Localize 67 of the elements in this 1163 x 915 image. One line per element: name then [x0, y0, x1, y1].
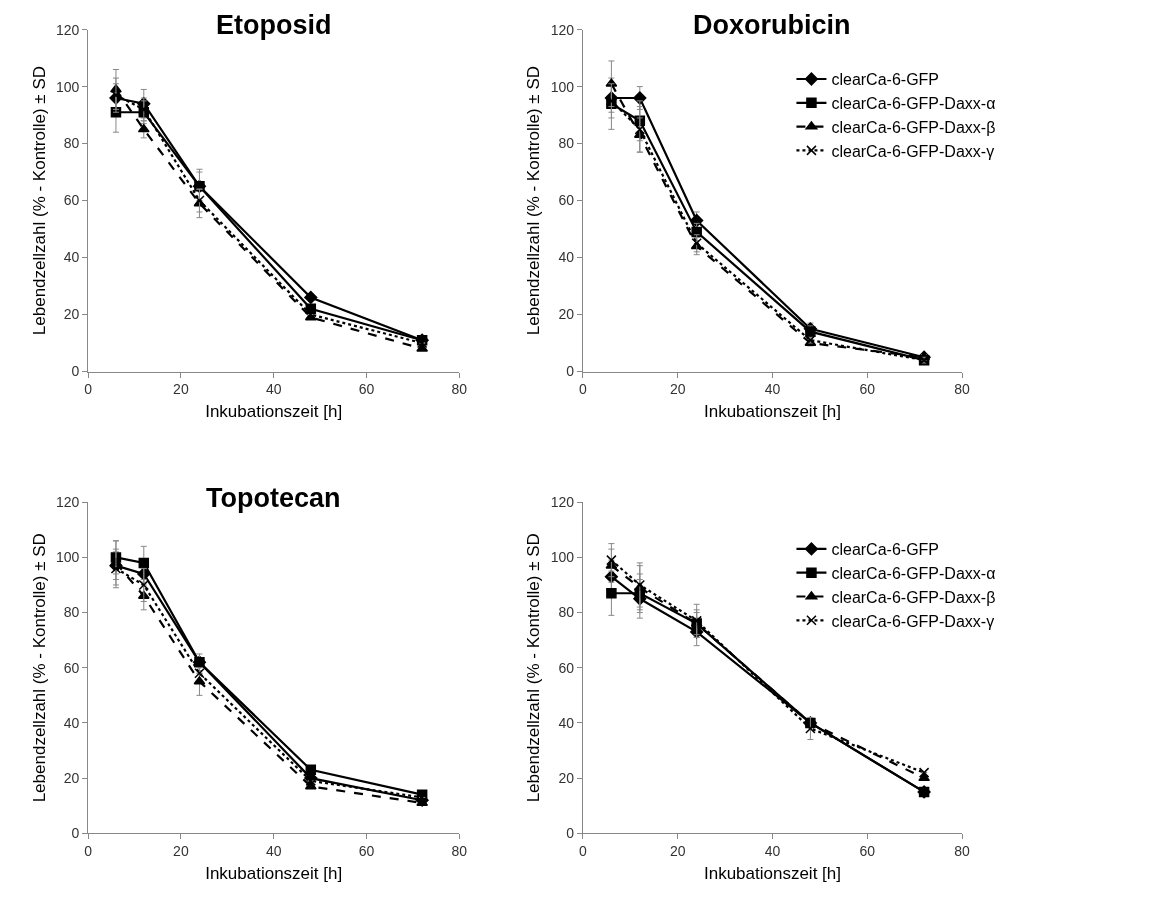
legend-label: clearCa-6-GFP — [831, 71, 940, 89]
x-tick-label: 0 — [579, 381, 588, 398]
y-tick-label: 40 — [558, 249, 575, 266]
y-tick-label: 20 — [558, 306, 575, 323]
y-tick-label: 0 — [566, 363, 575, 380]
chart-title: Etoposid — [216, 10, 332, 40]
x-tick-label: 0 — [84, 843, 93, 860]
y-tick-label: 40 — [63, 249, 80, 266]
y-axis-title: Lebendzellzahl (% - Kontrolle) ± SD — [524, 533, 544, 803]
x-tick-label: 20 — [173, 381, 189, 398]
x-axis-title: Inkubationszeit [h] — [205, 863, 343, 883]
y-axis-title: Lebendzellzahl (% - Kontrolle) ± SD — [29, 65, 49, 336]
y-tick-label: 100 — [55, 549, 80, 566]
legend-label: clearCa-6-GFP — [831, 541, 940, 559]
x-tick-label: 40 — [265, 381, 282, 398]
legend-label: clearCa-6-GFP-Daxx-β — [831, 118, 996, 136]
x-tick-label: 80 — [451, 843, 468, 860]
y-tick-label: 120 — [55, 21, 80, 38]
y-tick-label: 20 — [63, 306, 80, 323]
x-tick-label: 40 — [764, 843, 781, 860]
x-axis-title: Inkubationszeit [h] — [205, 401, 343, 421]
y-tick-label: 20 — [558, 770, 575, 787]
x-tick-label: 60 — [358, 381, 375, 398]
y-axis-title: Lebendzellzahl (% - Kontrolle) ± SD — [29, 533, 49, 803]
x-tick-label: 0 — [579, 843, 588, 860]
y-tick-label: 0 — [566, 825, 575, 842]
x-tick-label: 60 — [859, 843, 876, 860]
chart-title: Topotecan — [206, 483, 341, 513]
y-tick-label: 120 — [550, 21, 575, 38]
y-tick-label: 100 — [550, 78, 575, 95]
y-tick-label: 40 — [63, 714, 80, 731]
y-tick-label: 80 — [63, 135, 80, 152]
x-tick-label: 80 — [451, 381, 468, 398]
y-tick-label: 80 — [558, 604, 575, 621]
y-tick-label: 60 — [63, 659, 80, 676]
legend-label: clearCa-6-GFP-Daxx-γ — [831, 142, 995, 160]
y-tick-label: 60 — [558, 659, 575, 676]
y-tick-label: 120 — [55, 494, 80, 511]
y-axis-title: Lebendzellzahl (% - Kontrolle) ± SD — [524, 65, 544, 336]
y-tick-label: 120 — [550, 494, 575, 511]
legend-label: clearCa-6-GFP-Daxx-α — [831, 95, 996, 113]
y-tick-label: 20 — [63, 770, 80, 787]
chart-title: Doxorubicin — [693, 10, 851, 40]
legend-label: clearCa-6-GFP-Daxx-α — [831, 564, 996, 582]
x-tick-label: 60 — [358, 843, 375, 860]
y-tick-label: 60 — [558, 192, 575, 209]
y-tick-label: 80 — [63, 604, 80, 621]
y-tick-label: 80 — [558, 135, 575, 152]
x-axis-title: Inkubationszeit [h] — [703, 863, 841, 883]
y-tick-label: 60 — [63, 192, 80, 209]
x-tick-label: 20 — [669, 843, 686, 860]
x-tick-label: 40 — [764, 381, 781, 398]
x-axis-title: Inkubationszeit [h] — [703, 401, 841, 421]
x-tick-label: 80 — [954, 843, 971, 860]
x-tick-label: 20 — [173, 843, 189, 860]
y-tick-label: 100 — [55, 78, 80, 95]
x-tick-label: 80 — [954, 381, 971, 398]
x-tick-label: 40 — [265, 843, 282, 860]
y-tick-label: 100 — [550, 549, 575, 566]
x-tick-label: 20 — [669, 381, 686, 398]
y-tick-label: 0 — [71, 825, 80, 842]
x-tick-label: 60 — [859, 381, 876, 398]
x-tick-label: 0 — [84, 381, 93, 398]
legend-label: clearCa-6-GFP-Daxx-γ — [831, 612, 995, 630]
legend-label: clearCa-6-GFP-Daxx-β — [831, 588, 996, 606]
y-tick-label: 0 — [71, 363, 80, 380]
y-tick-label: 40 — [558, 714, 575, 731]
